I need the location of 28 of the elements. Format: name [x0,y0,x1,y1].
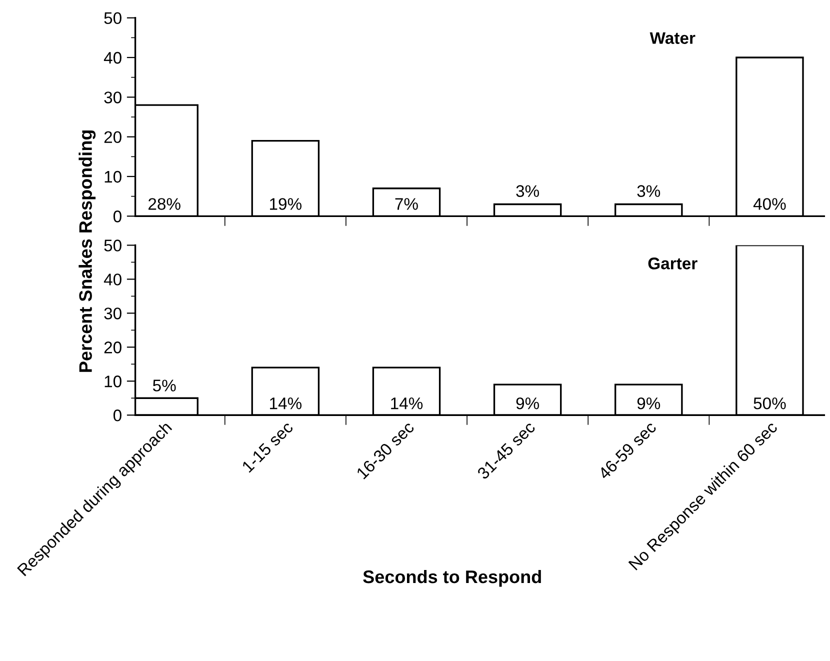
y-tick-label: 30 [104,92,122,104]
data-label: 3% [637,185,660,197]
y-tick-label: 0 [113,210,122,222]
data-label: 28% [148,198,180,210]
y-tick-label: 40 [104,52,122,64]
y-tick-label: 20 [104,131,122,144]
y-tick-label: 50 [104,240,122,252]
data-label: 19% [270,198,302,210]
text: Garter [648,258,698,270]
data-label: 14% [391,398,423,410]
data-label: 5% [152,380,176,392]
text: Water [650,32,696,44]
data-label: 7% [395,198,418,210]
y-tick-label: 20 [104,342,122,354]
data-label: 14% [270,398,302,410]
y-tick-label: 40 [104,274,122,286]
y-tick-label: 10 [104,170,122,183]
y-tick-label: 0 [113,410,122,422]
data-label: 9% [516,397,540,410]
data-label: 50% [754,397,786,410]
data-label: 3% [516,185,540,197]
y-axis-title: Percent Snakes Responding [78,130,96,372]
x-axis-title: Seconds to Respond [363,570,541,587]
y-tick-label: 10 [104,376,122,388]
y-tick-label: 50 [104,12,122,24]
y-tick-label: 30 [104,308,122,320]
data-label: 9% [637,397,660,410]
data-label: 40% [753,198,786,210]
